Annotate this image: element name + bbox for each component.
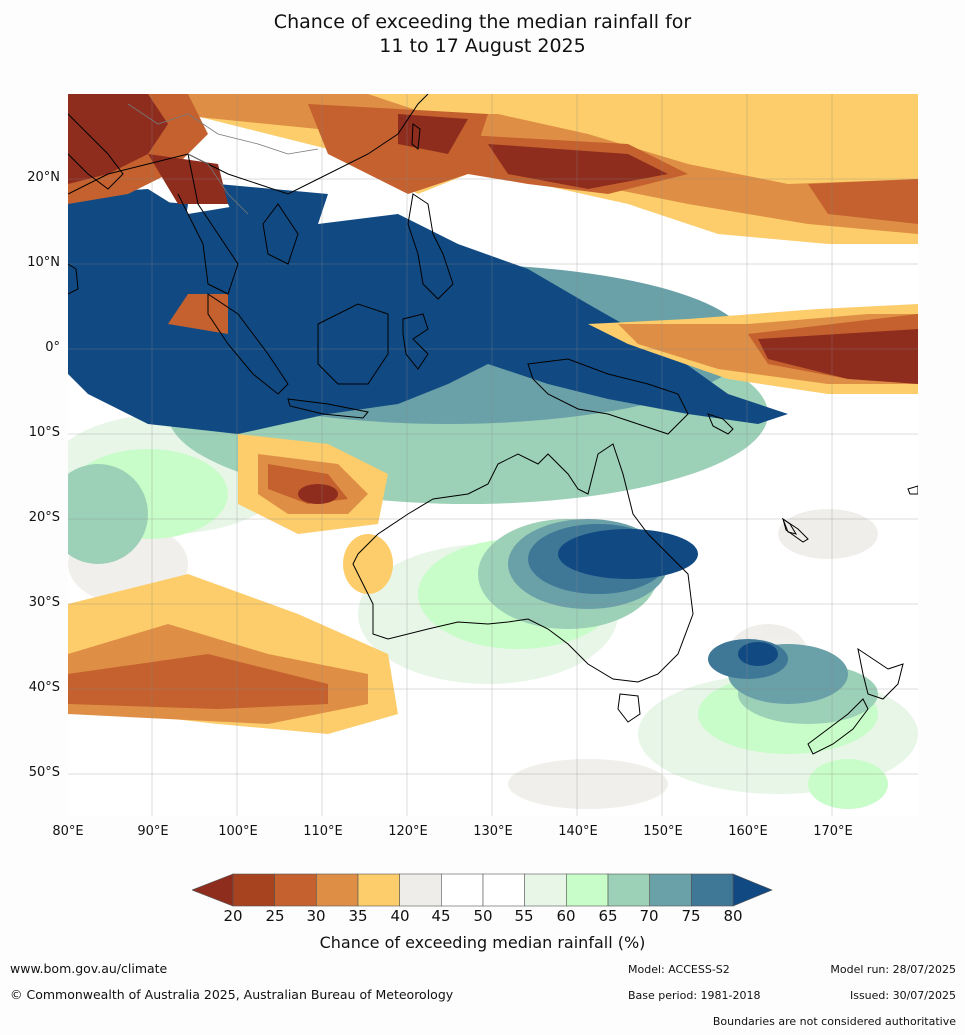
lon-label-120e: 120°E: [388, 824, 428, 839]
colorbar-segment: [482, 873, 525, 907]
sulawesi-coastline: [402, 313, 429, 370]
colorbar-tick-55: 55: [514, 907, 534, 925]
colorbar-segment: [441, 873, 484, 907]
lat-label-20s: 20°S: [28, 510, 60, 525]
lon-label-90e: 90°E: [137, 824, 169, 839]
colorbar-arrow-high: [732, 873, 773, 907]
new-guinea-coastline: [527, 358, 689, 435]
colorbar-tick-45: 45: [431, 907, 451, 925]
colorbar-tick-75: 75: [681, 907, 701, 925]
lon-label-160e: 160°E: [728, 824, 768, 839]
colorbar-segment: [649, 873, 692, 907]
colorbar-tick-30: 30: [306, 907, 326, 925]
issued-text: Issued: 30/07/2025: [849, 989, 956, 1002]
rainfall-map: [68, 94, 918, 816]
lat-label-40s: 40°S: [28, 680, 60, 695]
colorbar-tick-80: 80: [723, 907, 743, 925]
lat-label-0: 0°: [45, 340, 60, 355]
lon-label-110e: 110°E: [303, 824, 343, 839]
colorbar-tick-70: 70: [639, 907, 659, 925]
lat-label-10s: 10°S: [28, 425, 60, 440]
colorbar-segment: [524, 873, 567, 907]
sumatra-coastline: [207, 293, 289, 395]
lon-label-80e: 80°E: [52, 824, 84, 839]
model-text: Model: ACCESS-S2: [628, 963, 730, 976]
philippines-coastline: [407, 193, 454, 300]
title-line-1: Chance of exceeding the median rainfall …: [273, 11, 692, 33]
map-title: Chance of exceeding the median rainfall …: [0, 10, 965, 58]
colorbar-tick-25: 25: [265, 907, 285, 925]
taiwan-coastline: [411, 123, 421, 150]
solomon-islands-coastline: [707, 413, 734, 435]
lat-label-50s: 50°S: [28, 765, 60, 780]
website-link[interactable]: www.bom.gov.au/climate: [10, 961, 168, 976]
colorbar-segment: [566, 873, 609, 907]
sri-lanka-coastline: [68, 263, 79, 295]
disclaimer-text: Boundaries are not considered authoritat…: [712, 1015, 956, 1028]
copyright-text: © Commonwealth of Australia 2025, Austra…: [10, 987, 454, 1002]
lat-label-30s: 30°S: [28, 595, 60, 610]
new-zealand-north-coastline: [857, 647, 904, 700]
colorbar-tick-50: 50: [473, 907, 493, 925]
lat-label-20n: 20°N: [27, 170, 60, 185]
colorbar-segment: [232, 873, 275, 907]
india-coastline: [68, 113, 124, 190]
base-period-text: Base period: 1981-2018: [628, 989, 761, 1002]
lon-label-130e: 130°E: [473, 824, 513, 839]
java-coastline: [287, 398, 369, 419]
borneo-coastline: [317, 303, 389, 385]
colorbar: [192, 873, 773, 907]
colorbar-segment: [274, 873, 317, 907]
lon-label-100e: 100°E: [218, 824, 258, 839]
colorbar-segment: [316, 873, 359, 907]
colorbar-tick-40: 40: [390, 907, 410, 925]
colorbar-segment: [399, 873, 442, 907]
southeast-asia-coastline: [68, 94, 429, 295]
colorbar-tick-65: 65: [598, 907, 618, 925]
colorbar-segment: [607, 873, 650, 907]
colorbar-tick-20: 20: [223, 907, 243, 925]
colorbar-segment: [357, 873, 400, 907]
lon-label-150e: 150°E: [643, 824, 683, 839]
colorbar-arrow-low: [192, 873, 234, 907]
new-zealand-south-coastline: [807, 698, 869, 755]
colorbar-label: Chance of exceeding median rainfall (%): [319, 933, 646, 952]
model-run-text: Model run: 28/07/2025: [830, 963, 956, 976]
tasmania-coastline: [617, 693, 641, 723]
lat-label-10n: 10°N: [27, 255, 60, 270]
colorbar-segment: [691, 873, 734, 907]
rainfall-field: [68, 94, 918, 816]
colorbar-tick-60: 60: [556, 907, 576, 925]
lon-label-170e: 170°E: [813, 824, 853, 839]
colorbar-tick-35: 35: [348, 907, 368, 925]
australia-coastline: [352, 443, 694, 683]
title-line-2: 11 to 17 August 2025: [379, 35, 586, 57]
new-caledonia-coastline: [782, 517, 809, 543]
lon-label-140e: 140°E: [558, 824, 598, 839]
fiji-coastline: [907, 485, 918, 495]
